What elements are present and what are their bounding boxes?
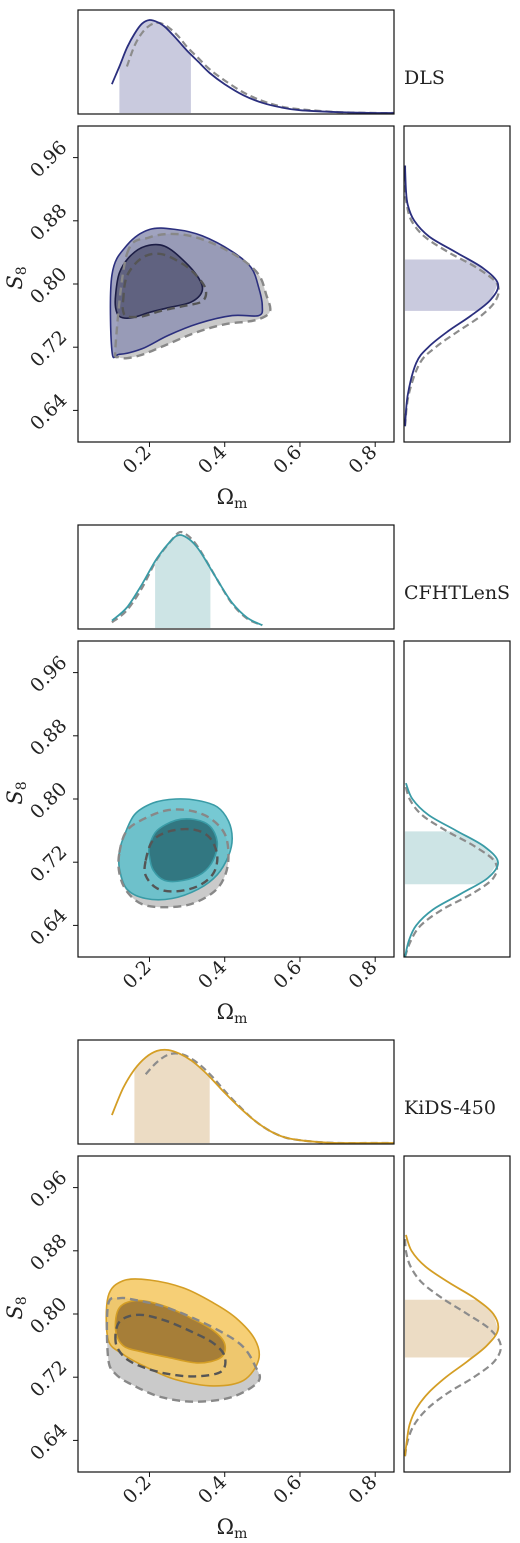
x-tick-label: 0.4 bbox=[194, 441, 231, 478]
panel-cfhtlens: CFHTLenS 0.2 0.4 0.6 0.8 0.64 0.72 0.80 0.88 0.96… bbox=[3, 524, 511, 1027]
right-marginal-interval bbox=[405, 831, 498, 885]
y-axis-label: S8 bbox=[3, 1296, 30, 1319]
contour-panel bbox=[117, 798, 234, 909]
y-tick-label: 0.96 bbox=[26, 1167, 71, 1212]
right-marginal-interval bbox=[405, 259, 498, 311]
right-marginal-interval bbox=[405, 1299, 498, 1358]
contour-panel bbox=[105, 1278, 262, 1403]
top-marginal bbox=[111, 530, 263, 628]
y-tick-label: 0.88 bbox=[26, 1230, 71, 1275]
y-tick-label: 0.64 bbox=[26, 904, 71, 949]
contour-inner-line bbox=[114, 243, 204, 320]
right-marginal-reference-curve bbox=[404, 782, 499, 957]
right-marginal-frame bbox=[403, 125, 511, 443]
top-marginal bbox=[111, 19, 394, 114]
right-marginal bbox=[404, 782, 499, 957]
contour-outer-line bbox=[109, 227, 264, 359]
top-marginal-frame bbox=[77, 9, 395, 115]
right-marginal-reference-curve bbox=[404, 1234, 502, 1457]
y-tick-label: 0.64 bbox=[26, 389, 71, 434]
y-tick-label: 0.64 bbox=[26, 1419, 71, 1464]
y-tick-label: 0.80 bbox=[26, 778, 71, 823]
y-tick-label: 0.72 bbox=[26, 841, 71, 886]
top-marginal bbox=[111, 1048, 394, 1144]
x-tick-label: 0.8 bbox=[344, 1471, 381, 1508]
top-marginal-interval bbox=[134, 1050, 210, 1143]
contour-outer-line bbox=[105, 1278, 261, 1387]
contour-inner-line bbox=[114, 1299, 227, 1364]
right-marginal-curve bbox=[404, 1234, 500, 1457]
x-tick-label: 0.6 bbox=[269, 1471, 306, 1508]
survey-label: KiDS-450 bbox=[404, 1097, 496, 1119]
reference-outer-line bbox=[113, 232, 272, 360]
top-marginal-curve bbox=[111, 19, 394, 114]
reference-inner-line bbox=[114, 1313, 227, 1378]
y-tick-label: 0.96 bbox=[26, 652, 71, 697]
x-tick-label: 0.4 bbox=[194, 1471, 231, 1508]
y-tick-label: 0.80 bbox=[26, 1293, 71, 1338]
right-marginal bbox=[404, 1234, 502, 1457]
y-axis-label: S8 bbox=[3, 781, 30, 804]
reference-inner-line bbox=[121, 252, 208, 319]
y-tick-label: 0.80 bbox=[26, 263, 71, 308]
x-tick-label: 0.6 bbox=[269, 441, 306, 478]
contour-panel bbox=[109, 227, 272, 360]
x-axis-label: Ωm bbox=[217, 1000, 248, 1027]
right-marginal-curve bbox=[404, 165, 500, 427]
y-tick-label: 0.72 bbox=[26, 1356, 71, 1401]
contour-inner-line bbox=[147, 818, 219, 883]
top-marginal-curve bbox=[111, 1048, 394, 1144]
survey-label: CFHTLenS bbox=[404, 582, 510, 604]
panel-dls: DLS 0.2 0.4 0.6 0.8 0.64 0.72 0.80 0.88 0.96 Ωm S8 bbox=[3, 9, 511, 512]
contour-frame bbox=[77, 640, 395, 958]
top-marginal-reference-curve bbox=[111, 530, 263, 627]
x-axis-label: Ωm bbox=[217, 485, 248, 512]
x-tick-label: 0.8 bbox=[344, 956, 381, 993]
x-tick-label: 0.6 bbox=[269, 956, 306, 993]
y-tick-label: 0.88 bbox=[26, 715, 71, 760]
x-tick-label: 0.2 bbox=[119, 956, 156, 993]
contour-inner-fill bbox=[148, 818, 218, 882]
x-tick-label: 0.8 bbox=[344, 441, 381, 478]
x-axis-label: Ωm bbox=[217, 1515, 248, 1542]
top-marginal-interval bbox=[119, 20, 191, 114]
panel-kids-450: KiDS-450 0.2 0.4 0.6 0.8 0.64 0.72 0.80 0.88 0.96… bbox=[3, 1039, 511, 1542]
right-marginal-curve bbox=[404, 782, 499, 957]
top-marginal-interval bbox=[155, 535, 211, 628]
reference-outer-line bbox=[105, 1296, 262, 1403]
y-tick-label: 0.72 bbox=[26, 326, 71, 371]
x-tick-label: 0.4 bbox=[194, 956, 231, 993]
right-marginal-frame bbox=[403, 1155, 511, 1473]
x-tick-label: 0.2 bbox=[119, 1471, 156, 1508]
right-marginal bbox=[404, 165, 500, 427]
x-tick-label: 0.2 bbox=[119, 441, 156, 478]
y-tick-label: 0.96 bbox=[26, 137, 71, 182]
top-marginal-frame bbox=[77, 524, 395, 630]
y-tick-label: 0.88 bbox=[26, 200, 71, 245]
top-marginal-reference-curve bbox=[125, 21, 394, 114]
right-marginal-frame bbox=[403, 640, 511, 958]
top-marginal-curve bbox=[111, 534, 263, 627]
survey-label: DLS bbox=[404, 67, 445, 89]
y-axis-label: S8 bbox=[3, 266, 30, 289]
reference-inner-line bbox=[143, 827, 219, 893]
top-marginal-frame bbox=[77, 1039, 395, 1145]
reference-outer-line bbox=[117, 808, 230, 909]
